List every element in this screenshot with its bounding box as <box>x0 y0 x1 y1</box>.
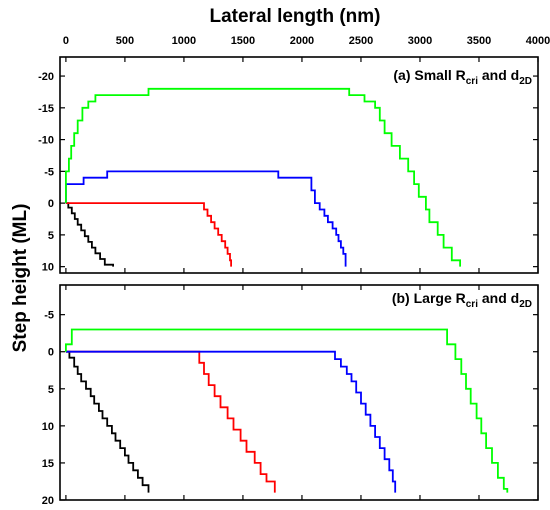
panel-a-y-tick-label--10: -10 <box>38 135 54 147</box>
panel-a-series-3 <box>65 87 462 267</box>
panel-b-frame <box>59 284 539 501</box>
panel-b-label: (b) Large Rcri and d2D <box>392 290 532 310</box>
panel-a: -20 -15 -10 -5 0 5 10 (a) Small Rcri and d2D <box>38 56 539 274</box>
x-tick-label-3500: 3500 <box>467 35 491 47</box>
panel-a-y-tick-label-5: 5 <box>48 230 54 242</box>
panel-b-y-tick-label-0: 0 <box>48 347 54 359</box>
panel-b-series-0 <box>65 350 150 493</box>
panel-b-ticks: -5 0 5 10 15 20 <box>42 285 539 507</box>
panel-b-y-tick-label-15: 15 <box>42 458 54 470</box>
x-tick-label-2500: 2500 <box>349 35 373 47</box>
x-tick-label-1000: 1000 <box>172 35 196 47</box>
panel-a-series-1 <box>65 202 233 267</box>
x-tick-label-1500: 1500 <box>231 35 255 47</box>
panel-b-series-2 <box>65 350 397 493</box>
panel-b-y-tick-label-10: 10 <box>42 421 54 433</box>
x-tick-label-2000: 2000 <box>290 35 314 47</box>
x-tick-label-500: 500 <box>116 35 134 47</box>
panel-a-y-tick-label--20: -20 <box>38 71 54 83</box>
panel-a-y-tick-label--5: -5 <box>44 166 54 178</box>
panel-a-ticks: -20 -15 -10 -5 0 5 10 <box>38 57 539 274</box>
panel-b-y-tick-label--5: -5 <box>44 310 54 322</box>
x-axis-title: Lateral length (nm) <box>209 6 380 27</box>
panel-b-series <box>65 328 509 493</box>
panel-b: -5 0 5 10 15 20 (b) Large Rcri and d2D <box>42 284 539 507</box>
panel-a-label: (a) Small Rcri and d2D <box>393 67 532 87</box>
panel-b-series-3 <box>65 328 509 493</box>
panel-a-y-tick-label-0: 0 <box>48 198 54 210</box>
panel-a-series-0 <box>65 202 114 267</box>
x-tick-label-4000: 4000 <box>526 35 550 47</box>
x-tick-labels: 0 500 1000 1500 2000 2500 3000 3500 4000 <box>63 35 550 47</box>
panel-b-y-tick-label-5: 5 <box>48 384 54 396</box>
panel-a-frame <box>59 56 539 274</box>
y-axis-title: Step height (ML) <box>10 204 31 353</box>
x-tick-label-0: 0 <box>63 35 69 47</box>
x-tick-label-3000: 3000 <box>408 35 432 47</box>
panel-a-series <box>65 87 462 267</box>
panel-b-y-tick-label-20: 20 <box>42 495 54 507</box>
panel-a-y-tick-label-10: 10 <box>42 262 54 274</box>
panel-a-series-2 <box>65 170 347 267</box>
panel-b-series-1 <box>65 350 276 493</box>
panel-a-y-tick-label--15: -15 <box>38 103 54 115</box>
